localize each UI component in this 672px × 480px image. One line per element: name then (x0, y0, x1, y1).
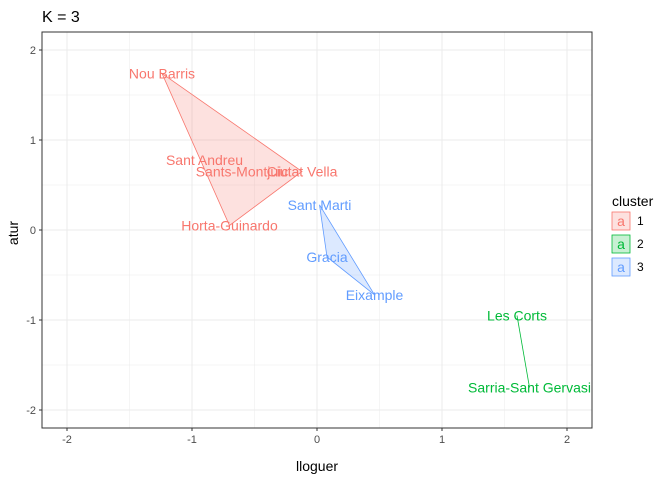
y-tick-label: 1 (30, 135, 36, 147)
legend-label-1: 1 (637, 214, 644, 228)
point-label: Gracia (306, 249, 347, 265)
x-tick-label: 2 (564, 434, 570, 446)
y-tick-label: 2 (30, 45, 36, 57)
cluster-hull-1 (161, 72, 303, 227)
legend: cluster a 1a 2a 3 (611, 193, 654, 277)
x-tick-label: -2 (62, 434, 72, 446)
x-tick-label: 0 (314, 434, 320, 446)
point-label: Eixample (346, 287, 404, 303)
point-label: Sarria-Sant Gervasi (468, 380, 591, 396)
y-tick-layer: -2 -1 0 1 2 (26, 45, 42, 417)
x-tick-label: 1 (439, 434, 445, 446)
point-label: Nou Barris (129, 65, 195, 81)
legend-label-2: 2 (637, 237, 644, 251)
legend-key-glyph: a (617, 259, 625, 275)
x-tick-label: -1 (187, 434, 197, 446)
legend-label-3: 3 (637, 260, 644, 274)
legend-key-glyph: a (617, 236, 625, 252)
chart-title: K = 3 (42, 9, 80, 26)
y-tick-label: -1 (26, 315, 36, 327)
point-label: Horta-Guinardo (181, 218, 278, 234)
y-tick-label: -2 (26, 405, 36, 417)
cluster-hull-3 (319, 204, 375, 296)
point-label: Les Corts (487, 308, 547, 324)
point-label: Sant Marti (288, 197, 352, 213)
grid-layer (42, 32, 592, 428)
legend-items: a 1a 2a 3 (611, 211, 644, 277)
point-label: Sants-Montjuic (196, 164, 289, 180)
x-tick-layer: -2 -1 0 1 2 (62, 428, 570, 446)
x-axis-title: lloguer (296, 458, 338, 474)
legend-key-1 (611, 211, 631, 231)
legend-key-glyph: a (617, 213, 625, 229)
hull-layer (161, 72, 530, 388)
label-layer: Nou Barris Sant Andreu Ciutat VellaSants-M… (129, 65, 591, 395)
point-label: Sant Andreu (166, 152, 243, 168)
legend-key-2 (611, 234, 631, 254)
legend-key-3 (611, 257, 631, 277)
y-tick-label: 0 (30, 225, 36, 237)
cluster-hull-2 (516, 315, 530, 388)
point-label: Ciutat Vella (267, 164, 338, 180)
y-axis-title: atur (5, 221, 21, 245)
legend-title: cluster (612, 193, 654, 209)
